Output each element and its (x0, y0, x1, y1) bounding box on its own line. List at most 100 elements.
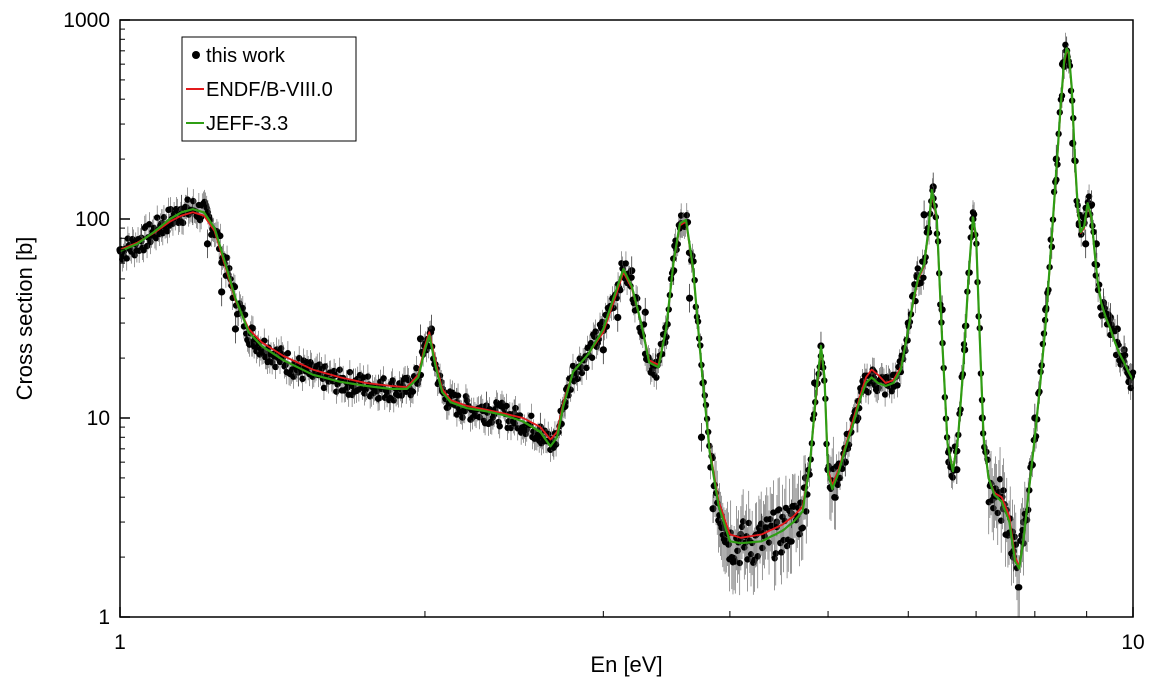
data-point (496, 423, 503, 430)
data-point (875, 384, 882, 392)
data-point (949, 474, 956, 481)
data-point (917, 279, 925, 287)
data-point (772, 550, 780, 557)
data-point (757, 520, 765, 527)
x-axis-label: En [eV] (590, 652, 662, 677)
data-point (799, 524, 807, 531)
x-tick-label: 10 (1121, 631, 1144, 654)
data-point (511, 420, 518, 427)
data-point (528, 412, 535, 419)
legend-item: ENDF/B-VIII.0 (186, 79, 333, 101)
data-point (786, 507, 793, 515)
data-point (683, 211, 690, 219)
data-point (994, 509, 1001, 517)
legend-item: this work (192, 45, 286, 67)
data-point (747, 551, 755, 558)
data-point (771, 555, 778, 562)
data-point (268, 359, 276, 366)
legend: this work ENDF/B-VIII.0 JEFF-3.3 (181, 36, 357, 142)
data-point (754, 553, 761, 560)
data-point (217, 232, 224, 240)
data-point (788, 538, 795, 545)
data-point (914, 265, 921, 272)
data-point (409, 388, 417, 395)
data-point (1085, 193, 1093, 200)
data-point (344, 384, 351, 391)
data-point (203, 229, 212, 259)
data-point (405, 376, 412, 384)
data-point (587, 339, 595, 347)
legend-marker (192, 51, 200, 59)
data-point (320, 384, 328, 392)
legend-label: this work (206, 45, 286, 67)
plot-frame (119, 19, 1134, 618)
data-point (881, 391, 889, 398)
data-point (765, 539, 773, 546)
data-point (299, 375, 306, 383)
data-point (970, 211, 978, 218)
legend-label: JEFF-3.3 (206, 113, 288, 135)
data-point (653, 374, 660, 381)
data-point (476, 413, 483, 421)
data-point (618, 260, 625, 267)
y-tick-label: 1 (98, 606, 110, 629)
data-point (416, 324, 425, 354)
data-point (739, 518, 747, 525)
data-point (184, 196, 191, 203)
data-point (552, 441, 560, 448)
model-lines (119, 47, 1134, 570)
data-point (796, 530, 803, 538)
data-point (131, 251, 138, 259)
data-point (592, 328, 599, 335)
data-point (583, 364, 590, 372)
data-point (239, 304, 247, 312)
data-point (736, 559, 743, 567)
legend-box (181, 36, 357, 142)
data-point (697, 422, 706, 452)
data-point (375, 394, 383, 402)
data-point (599, 318, 606, 326)
data-point (463, 397, 471, 404)
data-point (614, 303, 622, 332)
data-point (766, 516, 774, 523)
data-point (709, 494, 717, 524)
data-point (778, 549, 785, 556)
data-point (588, 354, 596, 361)
data-point (190, 197, 197, 205)
data-point (523, 426, 530, 433)
data-point (507, 424, 515, 432)
line-jeff (119, 47, 1134, 570)
data-point (454, 392, 462, 399)
y-tick-label: 100 (75, 208, 110, 231)
data-point (164, 228, 171, 235)
data-point (512, 404, 519, 412)
data-point (259, 348, 267, 356)
data-point (745, 519, 752, 527)
data-point (389, 377, 396, 384)
x-tick-label: 1 (114, 631, 126, 654)
data-point (346, 368, 354, 376)
data-point (160, 214, 168, 221)
data-point (333, 388, 340, 395)
data-point (738, 523, 746, 531)
data-point (744, 556, 751, 563)
data-point (1112, 351, 1120, 359)
data-point (321, 363, 329, 370)
data-point (990, 504, 997, 512)
data-point (272, 363, 279, 371)
data-point (834, 481, 841, 489)
data-point (628, 274, 635, 281)
data-point (677, 212, 685, 219)
data-point (459, 414, 466, 421)
data-point (1111, 327, 1119, 335)
data-point (996, 476, 1004, 483)
data-point (920, 200, 928, 230)
data-point (836, 474, 844, 482)
data-point (1105, 311, 1112, 318)
data-point (1062, 41, 1069, 49)
data-point (123, 255, 130, 262)
data-point (249, 325, 257, 332)
data-point (759, 544, 766, 552)
data-point (920, 274, 927, 281)
data-point (461, 407, 469, 415)
